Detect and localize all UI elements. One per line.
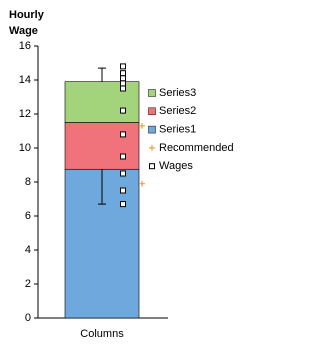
- scatter-point: [120, 187, 126, 194]
- scatter-point: [120, 85, 126, 92]
- legend-swatch: [149, 163, 155, 170]
- x-tick-label: Columns: [80, 328, 124, 340]
- legend-label: Series2: [159, 105, 196, 117]
- legend-label: Wages: [159, 160, 193, 172]
- y-tick-label: 10: [19, 142, 31, 154]
- legend-swatch: [148, 125, 156, 134]
- bar-segment: [64, 122, 140, 170]
- scatter-point: [120, 75, 126, 82]
- legend-label: Series3: [159, 87, 196, 99]
- scatter-point: [120, 107, 126, 114]
- scatter-point: [120, 70, 126, 77]
- scatter-point: [120, 170, 126, 177]
- legend-swatch: [148, 89, 156, 97]
- scatter-point: [120, 63, 126, 70]
- y-tick-label: 2: [25, 278, 31, 290]
- scatter-point: [120, 80, 126, 87]
- legend-swatch: [149, 144, 155, 151]
- legend-label: Recommended: [159, 142, 234, 154]
- y-tick-label: 16: [19, 40, 31, 52]
- scatter-point: [139, 122, 145, 129]
- bar-segment: [64, 81, 140, 123]
- y-tick-label: 12: [19, 108, 31, 120]
- page: 0 2 4 6 8 10 12 14 16 Columns Series3 Series2 Series…: [9, 9, 234, 340]
- y-tick-label: 14: [19, 74, 31, 86]
- scatter-point: [120, 131, 126, 138]
- legend-swatch: [148, 107, 156, 116]
- legend-label: Series1: [159, 124, 196, 136]
- y-tick-label: 0: [25, 312, 31, 324]
- chart: 0 2 4 6 8 10 12 14 16 Columns Series3 Series2 Series…: [19, 40, 234, 340]
- scatter-point: [120, 201, 126, 208]
- chart-title: Hourly Wage: [9, 9, 44, 37]
- y-tick-label: 6: [25, 210, 31, 222]
- scatter-point: [120, 153, 126, 160]
- scatter-point: [139, 180, 145, 187]
- y-tick-label: 4: [25, 244, 31, 256]
- y-tick-label: 8: [25, 176, 31, 188]
